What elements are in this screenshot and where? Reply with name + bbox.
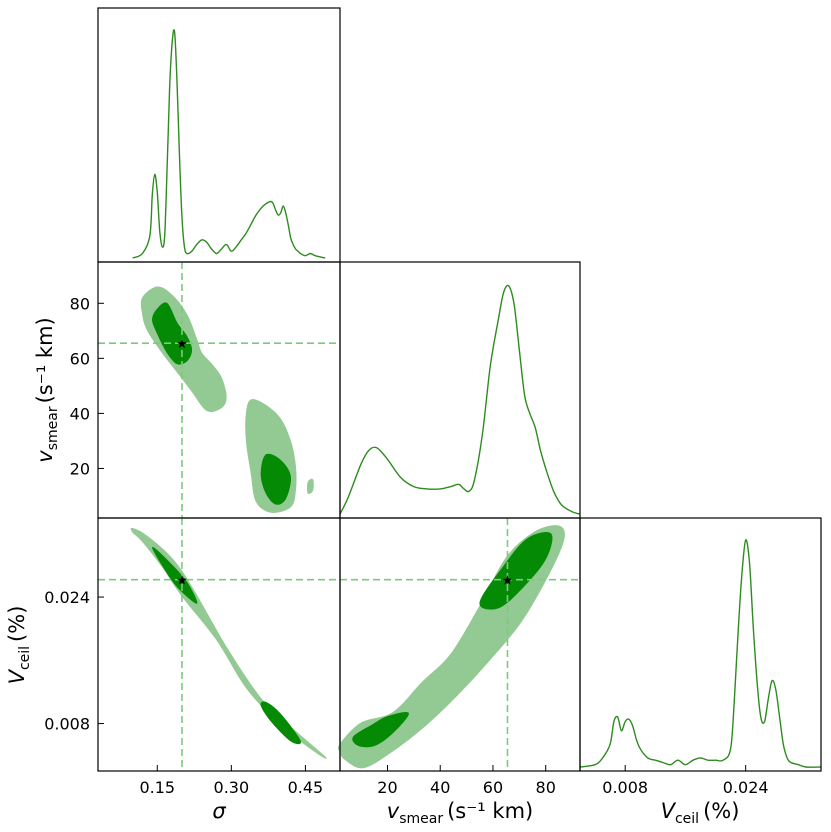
- ylabel-vsmear: vsmear(s⁻¹ km): [33, 317, 61, 462]
- sigma-vsmear-inner-contour-4: [260, 453, 292, 505]
- sigma-density-line: [132, 29, 326, 259]
- vsmear-xtick-label-2: 60: [483, 778, 503, 797]
- sigma-vceil-inner-contour-1: [151, 546, 198, 604]
- vsmear-vceil-inner-contour-2: [479, 532, 553, 610]
- sigma-vsmear-truth-marker: ★: [176, 337, 188, 352]
- panel-sigma-vs-vsmear: ★: [97, 261, 341, 519]
- vsmear-ytick-label-2: 60: [70, 349, 90, 368]
- xlabel-sigma: σ: [212, 799, 226, 823]
- vceil-ytick-label-0: 0.008: [44, 715, 90, 734]
- vsmear-xtick-label-3: 80: [536, 778, 556, 797]
- vsmear-xtick-label-1: 40: [430, 778, 450, 797]
- ylabel-vceil: Vceil(%): [5, 606, 33, 685]
- sigma-vsmear-inner-contour-3: [151, 302, 193, 365]
- sigma-xtick-label-1: 0.30: [214, 778, 250, 797]
- vsmear-xtick-label-0: 20: [377, 778, 397, 797]
- sigma-vsmear-outer-contour-2: [307, 478, 314, 494]
- panel-vceil-marginal: [579, 517, 822, 772]
- vceil-density-line: [579, 539, 822, 768]
- panel-vsmear-marginal: [339, 261, 581, 519]
- panel-sigma-vs-vceil: ★: [97, 517, 341, 772]
- panel-sigma-marginal: [97, 7, 341, 263]
- sigma-xtick-label-2: 0.45: [288, 778, 324, 797]
- panel-vsmear-vs-vceil: ★: [337, 517, 581, 772]
- vsmear-ytick-label-1: 40: [70, 404, 90, 423]
- vceil-ytick-label-1: 0.024: [44, 588, 90, 607]
- vsmear-ytick-label-0: 20: [70, 459, 90, 478]
- vsmear-vceil-inner-contour-1: [352, 712, 409, 748]
- vsmear-ytick-label-3: 80: [70, 294, 90, 313]
- vsmear-vceil-truth-marker: ★: [502, 574, 514, 589]
- vceil-xtick-label-0: 0.008: [602, 778, 648, 797]
- sigma-xtick-label-0: 0.15: [139, 778, 175, 797]
- sigma-vceil-truth-marker: ★: [176, 574, 188, 589]
- xlabel-vceil: Vceil (%): [661, 799, 740, 827]
- vceil-xtick-label-1: 0.024: [723, 778, 769, 797]
- xlabel-vsmear: vsmear (s⁻¹ km): [387, 799, 533, 827]
- vsmear-density-line: [339, 284, 581, 515]
- sigma-vceil-inner-contour-2: [260, 701, 302, 745]
